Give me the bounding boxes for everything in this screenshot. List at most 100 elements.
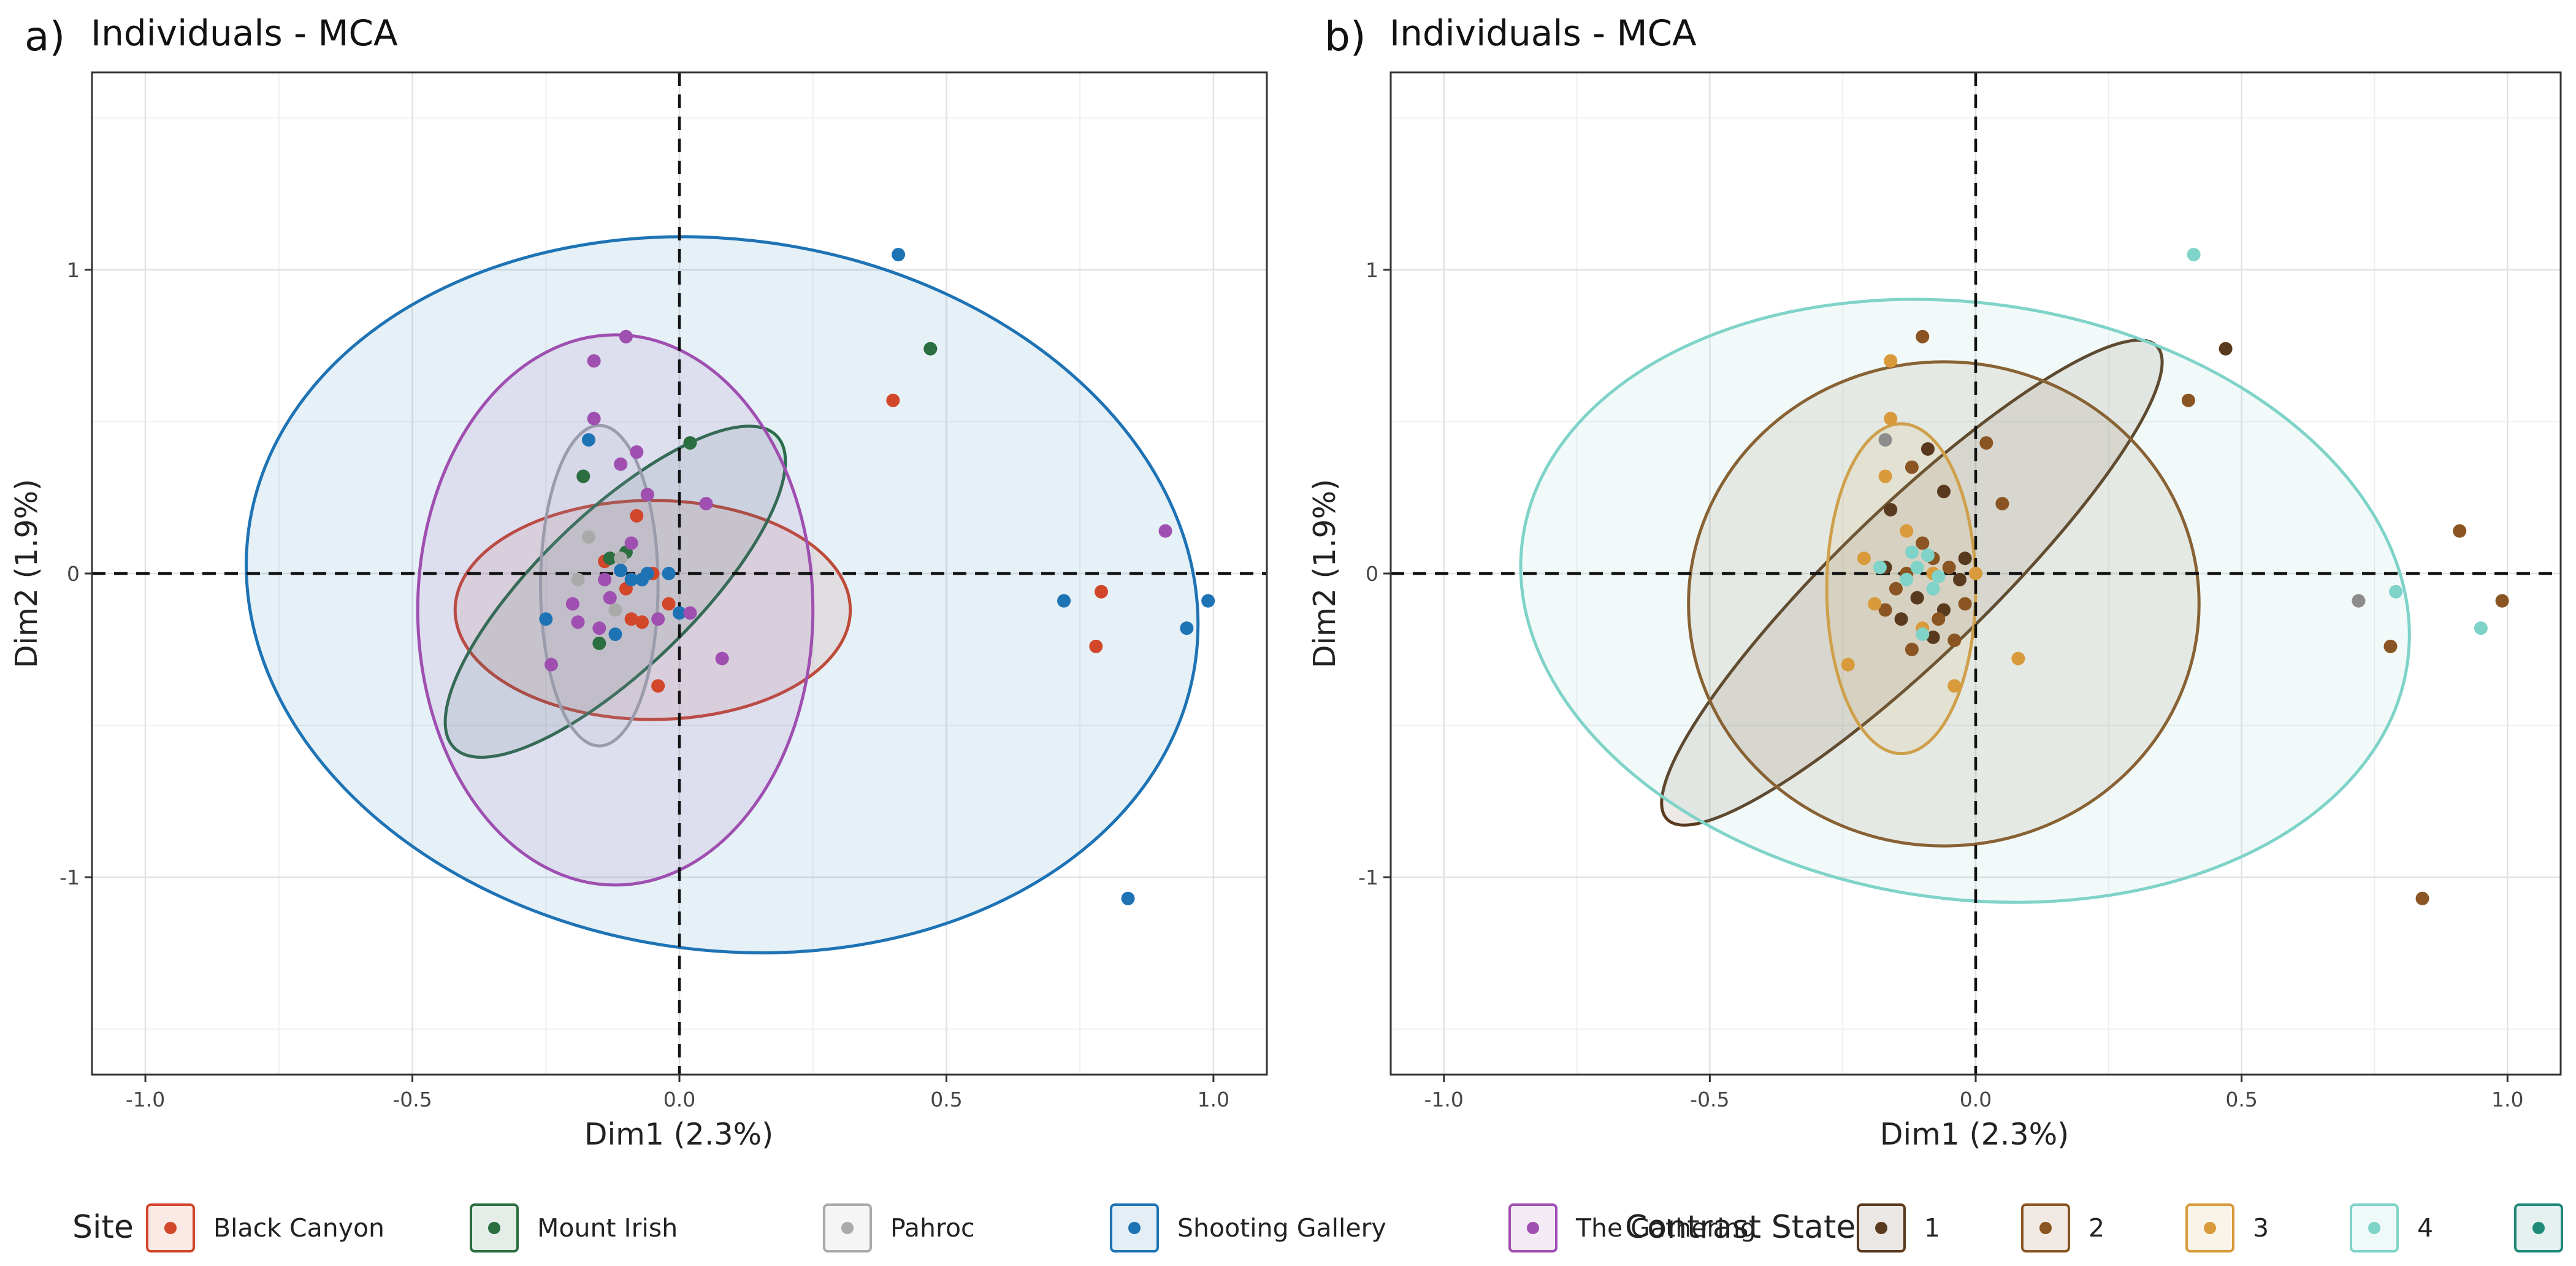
data-point-the-gathering: [715, 651, 729, 666]
data-point-1: [1921, 442, 1935, 456]
panel-b-label: b): [1324, 13, 1366, 60]
data-point-1: [1884, 503, 1898, 517]
data-point-pahroc: [581, 530, 595, 544]
data-point-shooting-gallery: [624, 572, 638, 586]
data-point-the-gathering: [592, 621, 606, 635]
legend-key-dot: [1875, 1222, 1887, 1234]
panel-b-legend: Contrast State 1 2 3 4 5: [1625, 1203, 2563, 1253]
data-point-3: [1841, 658, 1855, 672]
data-point-shooting-gallery: [892, 248, 906, 262]
data-point-black-canyon: [624, 612, 638, 626]
data-point-3: [1900, 524, 1914, 538]
panel-b: b) Individuals - MCA -1.0 -0.5 0.0 0.5 1.0-1…: [1307, 12, 2563, 1253]
legend-item-1: 1: [1857, 1203, 1940, 1253]
data-point-the-gathering: [587, 354, 601, 368]
legend-key-dot: [2039, 1222, 2052, 1234]
data-point-4: [1873, 561, 1887, 575]
legend-item-black-canyon: Black Canyon: [146, 1203, 384, 1253]
data-point-black-canyon: [1089, 639, 1103, 653]
data-point-4: [1900, 572, 1914, 586]
y-tick-label: 1: [67, 258, 80, 282]
data-point-the-gathering: [587, 412, 601, 426]
data-point-2: [1979, 436, 1993, 450]
confidence-ellipse-shooting-gallery: [245, 235, 1200, 954]
x-tick-label: 0.5: [930, 1088, 962, 1111]
panel-a-x-axis-label: Dim1 (2.3%): [584, 1117, 774, 1152]
x-tick-label: -0.5: [392, 1088, 432, 1111]
x-tick-label: 0.0: [663, 1088, 695, 1111]
data-point-3: [1969, 567, 1982, 580]
data-point-pahroc: [614, 551, 628, 566]
data-point-1: [1910, 591, 1924, 605]
data-point-3: [1884, 412, 1898, 426]
data-point-2: [2181, 393, 2195, 407]
data-point-the-gathering: [624, 536, 638, 550]
data-point-2: [2415, 891, 2429, 905]
y-tick-label: -1: [59, 865, 80, 889]
panel-b-title: Individuals - MCA: [1389, 12, 1697, 54]
data-point-mount-irish: [576, 469, 590, 483]
data-point-shooting-gallery: [539, 612, 553, 626]
y-tick-label: 0: [1366, 562, 1378, 586]
data-point-2: [2495, 594, 2509, 608]
panel-a-legend: Site Black Canyon Mount Irish Pahroc Shooti…: [72, 1203, 1756, 1253]
data-point-2: [1932, 612, 1946, 626]
data-point-2: [2453, 524, 2467, 538]
data-point-1: [1958, 551, 1972, 566]
panel-a-title: Individuals - MCA: [91, 12, 398, 54]
data-point-4: [2187, 248, 2201, 262]
data-point-the-gathering: [598, 572, 612, 586]
legend-label: 1: [1924, 1213, 1940, 1243]
panel-b-x-axis-label: Dim1 (2.3%): [1880, 1117, 2070, 1152]
data-point-black-canyon: [662, 597, 676, 611]
legend-key-dot: [2532, 1222, 2545, 1234]
y-tick-label: -1: [1358, 865, 1378, 889]
data-point-2: [1995, 497, 2009, 511]
data-point-the-gathering: [544, 658, 558, 672]
data-point-the-gathering: [571, 615, 585, 629]
data-point-the-gathering: [1158, 524, 1172, 538]
data-point-shooting-gallery: [608, 627, 622, 642]
data-point-pahroc: [571, 572, 585, 586]
panel-a: a) Individuals - MCA -1.0 -0.5 0.0 0.5 1.0-1…: [9, 12, 1756, 1253]
data-point-2: [1916, 329, 1930, 343]
data-point-shooting-gallery: [1121, 891, 1135, 905]
data-point-4: [1926, 581, 1940, 596]
data-point-black-canyon: [630, 508, 644, 523]
legend-key-dot: [2204, 1222, 2216, 1234]
data-point-1: [1936, 485, 1951, 499]
legend-item-shooting-gallery: Shooting Gallery: [1110, 1203, 1386, 1253]
legend-label: 3: [2253, 1213, 2269, 1243]
legend-item-pahroc: Pahroc: [823, 1203, 975, 1253]
data-point-3: [1878, 469, 1892, 483]
legend-item-the-gathering: The Gathering: [1508, 1203, 1756, 1253]
legend-item-5: 5: [2514, 1203, 2563, 1253]
panel-a-y-axis-label: Dim2 (1.9%): [9, 479, 44, 669]
legend-item-3: 3: [2185, 1203, 2269, 1253]
data-point-1: [1926, 630, 1940, 644]
data-point-2: [1947, 633, 1962, 647]
x-tick-label: 1.0: [2491, 1088, 2523, 1111]
legend-label: 2: [2089, 1213, 2104, 1243]
data-point-the-gathering: [614, 457, 628, 471]
panel-b-legend-title: Contrast State: [1625, 1209, 1856, 1246]
data-point-3: [1857, 551, 1871, 566]
panel-b-plot-area: -1.0 -0.5 0.0 0.5 1.0 -1 0 1: [1358, 71, 2562, 1111]
data-point-3: [2011, 651, 2025, 666]
data-point-1: [1952, 572, 1966, 586]
panel-a-label: a): [25, 13, 65, 60]
legend-label: Shooting Gallery: [1177, 1213, 1386, 1243]
data-point-shooting-gallery: [662, 567, 676, 580]
panel-a-plot-area: -1.0 -0.5 0.0 0.5 1.0 -1 0 1: [59, 71, 1268, 1111]
data-point-the-gathering: [683, 606, 697, 620]
data-point-the-gathering: [651, 612, 665, 626]
data-point-shooting-gallery: [1057, 594, 1071, 608]
legend-key-dot: [1527, 1222, 1539, 1234]
legend-key-dot: [488, 1222, 500, 1234]
data-point-3: [1884, 354, 1898, 368]
data-point-shooting-gallery: [581, 433, 595, 447]
legend-label: 4: [2417, 1213, 2433, 1243]
data-point-2: [1889, 581, 1903, 596]
legend-key-dot: [164, 1222, 177, 1234]
data-point-4: [2389, 585, 2403, 599]
